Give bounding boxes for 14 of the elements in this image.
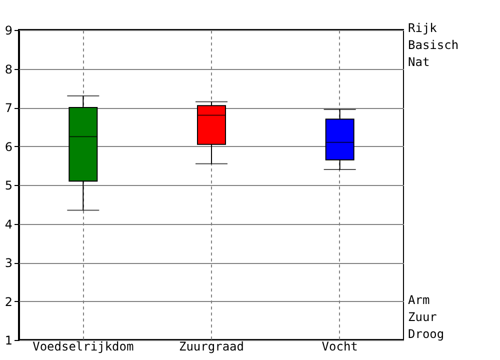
- y-tick-label: 1: [4, 334, 12, 348]
- text: Rijk Basisch Nat: [408, 20, 459, 71]
- text: Arm Zuur Droog: [408, 292, 444, 343]
- x-tick-label: Voedselrijkdom: [32, 340, 134, 354]
- y-tick-label: 8: [4, 62, 12, 76]
- y-tick-label: 7: [4, 101, 12, 115]
- x-tick-label: Vocht: [322, 340, 358, 354]
- y-tick-label: 4: [4, 217, 12, 232]
- y-tick-label: 2: [4, 294, 12, 309]
- y-tick-label: 3: [4, 256, 12, 270]
- y-tick-label: 9: [4, 24, 12, 38]
- y-tick-label: 5: [4, 178, 12, 192]
- x-tick-label: Zuurgraad: [178, 340, 244, 354]
- y-tick-label: 6: [4, 140, 12, 154]
